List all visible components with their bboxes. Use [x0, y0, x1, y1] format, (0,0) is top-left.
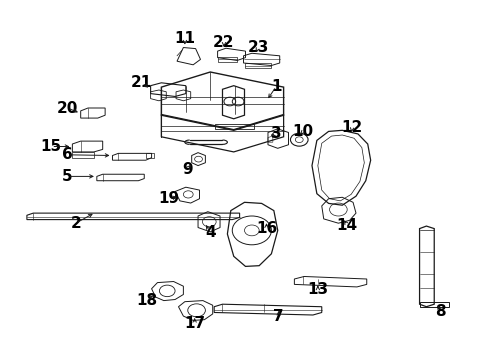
Text: 14: 14 [336, 217, 357, 233]
Text: 16: 16 [255, 221, 277, 236]
Text: 2: 2 [70, 216, 81, 231]
Text: 18: 18 [136, 293, 157, 308]
Text: 21: 21 [131, 75, 152, 90]
Text: 17: 17 [183, 316, 205, 332]
Text: 19: 19 [158, 191, 179, 206]
Text: 23: 23 [247, 40, 268, 55]
Text: 12: 12 [341, 120, 362, 135]
Text: 1: 1 [270, 79, 281, 94]
Text: 6: 6 [62, 147, 73, 162]
Text: 7: 7 [273, 309, 284, 324]
Text: 10: 10 [292, 124, 313, 139]
Text: 11: 11 [174, 31, 195, 46]
Text: 15: 15 [41, 139, 62, 154]
Text: 3: 3 [270, 126, 281, 141]
Text: 20: 20 [57, 100, 78, 116]
Text: 4: 4 [204, 225, 215, 240]
Text: 8: 8 [434, 304, 445, 319]
Text: 9: 9 [182, 162, 192, 177]
Text: 5: 5 [62, 169, 73, 184]
Text: 13: 13 [306, 282, 328, 297]
Text: 22: 22 [213, 35, 234, 50]
